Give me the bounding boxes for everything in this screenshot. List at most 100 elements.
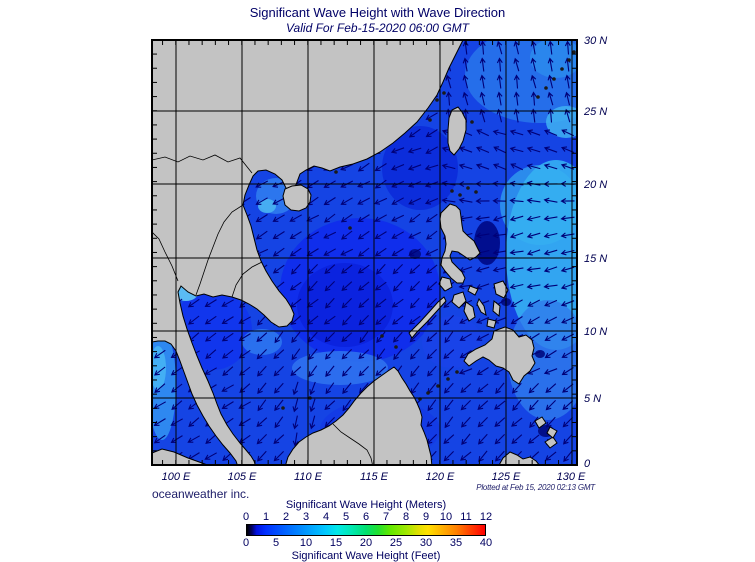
wave-arrow xyxy=(426,365,437,377)
wave-arrow xyxy=(340,213,353,223)
wave-arrow xyxy=(408,315,421,325)
wave-arrow xyxy=(459,350,472,359)
wave-arrow xyxy=(476,316,490,324)
wave-arrow xyxy=(273,366,284,377)
wave-arrow xyxy=(492,163,507,171)
lon-label: 105 E xyxy=(228,471,257,483)
wave-arrow xyxy=(445,74,452,89)
wave-arrow xyxy=(496,40,503,55)
map-frame xyxy=(151,39,578,466)
wave-arrow xyxy=(272,214,285,222)
wave-arrow xyxy=(409,297,420,309)
wave-arrow xyxy=(492,215,507,222)
wave-arrow xyxy=(274,416,284,429)
wave-arrow xyxy=(309,398,316,413)
wave-arrow xyxy=(187,298,200,308)
wave-arrow xyxy=(341,264,353,274)
wave-arrow xyxy=(444,399,454,411)
wave-arrow xyxy=(530,57,537,72)
wave-arrow xyxy=(562,417,573,428)
wave-arrow xyxy=(543,249,558,256)
wave-arrow xyxy=(547,91,554,106)
wave-arrow xyxy=(494,434,505,445)
wave-arrow xyxy=(324,281,335,292)
land-halmahera xyxy=(534,416,547,429)
wave-arrow xyxy=(513,40,520,55)
wave-arrow xyxy=(309,415,316,430)
wave-arrow xyxy=(273,349,285,360)
wave-arrow xyxy=(358,315,369,326)
wave-arrow xyxy=(526,232,541,239)
wave-arrow xyxy=(460,416,471,428)
land-luzon xyxy=(439,203,481,284)
wave-arrow xyxy=(358,366,369,377)
wave-arrow xyxy=(528,383,539,394)
wave-arrow xyxy=(290,366,302,377)
wave-arrow xyxy=(543,163,558,170)
wave-arrow xyxy=(530,91,537,106)
wave-arrow xyxy=(477,383,489,393)
islet xyxy=(348,226,352,230)
wave-arrow xyxy=(509,232,524,239)
wave-arrow xyxy=(545,400,556,411)
wave-arrow xyxy=(408,197,422,205)
wave-arrow xyxy=(238,349,251,359)
wave-arrow xyxy=(526,129,541,136)
wave-arrow xyxy=(257,399,267,412)
wave-arrow xyxy=(543,129,558,137)
wave-arrow xyxy=(427,399,437,412)
wave-arrow xyxy=(357,162,370,172)
wave-arrow xyxy=(375,366,387,377)
wave-arrow xyxy=(221,401,234,409)
wave-arrow xyxy=(426,298,437,309)
company-credit: oceanweather inc. xyxy=(152,487,250,501)
land-cebu xyxy=(476,297,487,317)
lat-label: 10 N xyxy=(584,326,607,338)
wave-arrow xyxy=(564,91,571,106)
wave-arrow xyxy=(426,314,437,326)
wave-arrow xyxy=(256,365,267,377)
land-mainland-asia xyxy=(152,40,464,465)
wave-arrow xyxy=(154,366,166,376)
wave-arrow xyxy=(292,381,299,396)
wave-arrow xyxy=(325,365,335,377)
wave-arrow xyxy=(409,213,421,223)
wave-arrow xyxy=(477,400,489,411)
meters-tick: 10 xyxy=(439,511,453,523)
wave-arrow xyxy=(238,418,251,426)
wave-arrow xyxy=(256,332,268,343)
wave-arrow xyxy=(513,57,520,72)
meters-tick: 6 xyxy=(362,511,370,523)
wave-arrow xyxy=(154,383,166,394)
wave-arrow xyxy=(409,332,420,343)
wave-arrow xyxy=(562,433,573,445)
wave-arrow xyxy=(341,230,353,240)
wave-arrow xyxy=(238,401,251,409)
wave-arrow xyxy=(221,299,234,307)
wave-arrow xyxy=(509,266,524,273)
wave-arrow xyxy=(290,263,301,275)
wave-arrow xyxy=(221,316,234,324)
wave-arrow xyxy=(544,316,558,324)
wave-arrow xyxy=(479,91,486,106)
wave-arrow xyxy=(543,232,558,239)
colorbar-meters-ticks: 0 1 2 3 4 5 6 7 8 9 10 11 12 xyxy=(243,511,492,524)
wave-arrow xyxy=(256,349,267,360)
wave-arrow xyxy=(492,232,507,239)
wave-arrow xyxy=(221,332,234,342)
wave-arrow xyxy=(543,146,558,153)
wave-arrow xyxy=(426,264,438,274)
wave-arrow xyxy=(392,315,404,325)
wave-arrow xyxy=(460,383,472,394)
wave-arrow xyxy=(510,299,523,307)
wave-arrow xyxy=(475,232,490,239)
wave-arrow xyxy=(479,108,486,123)
wave-arrow xyxy=(273,434,285,445)
wave-arrow xyxy=(341,332,353,343)
wave-arrow xyxy=(205,332,217,342)
feet-tick: 35 xyxy=(449,537,463,549)
wave-arrow xyxy=(170,366,183,376)
lat-label: 5 N xyxy=(584,393,601,405)
wave-arrow xyxy=(461,433,471,445)
wave-arrow xyxy=(526,163,541,170)
